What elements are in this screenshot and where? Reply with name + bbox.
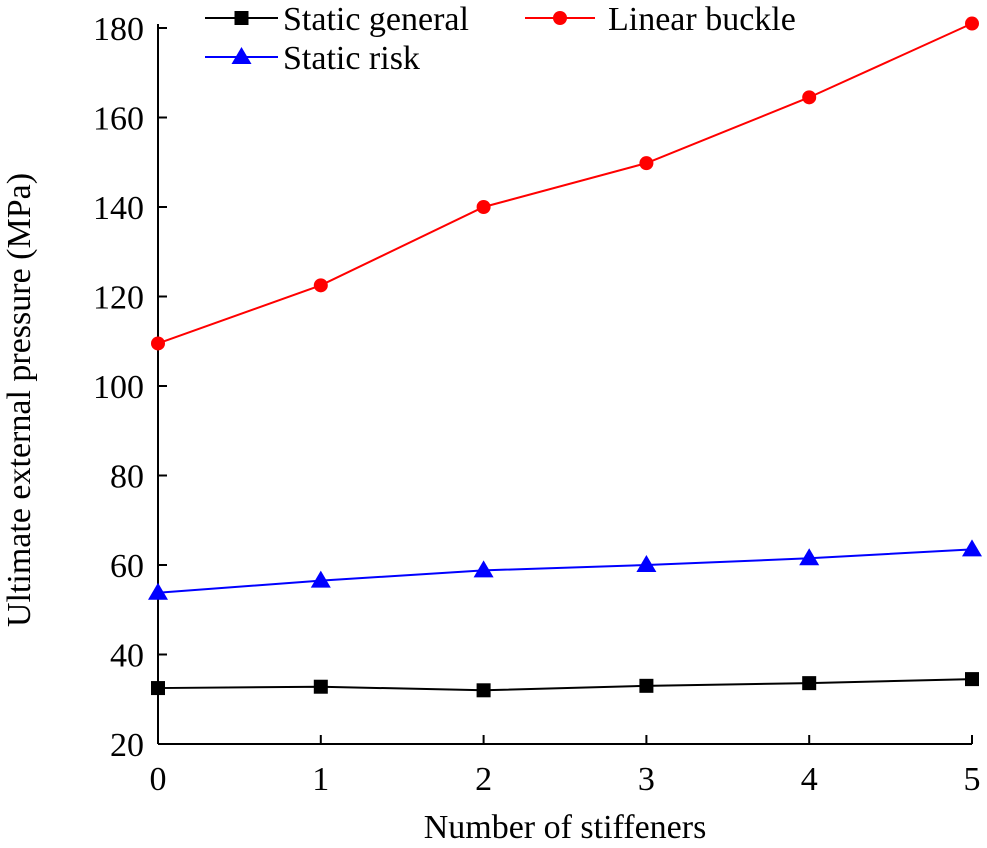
- y-tick-label: 140: [93, 190, 144, 227]
- x-axis-title: Number of stiffeners: [424, 809, 707, 846]
- data-point-linear-buckle: [313, 278, 328, 293]
- legend-marker: [553, 11, 567, 25]
- data-point-linear-buckle: [476, 200, 491, 214]
- data-point-static-risk: [473, 560, 494, 578]
- y-tick-label: 100: [93, 369, 144, 406]
- data-point-static-general: [802, 676, 817, 691]
- legend-marker: [234, 11, 249, 25]
- y-tick-label: 160: [93, 101, 144, 138]
- y-tick-label: 80: [110, 459, 144, 496]
- data-point-linear-buckle: [151, 336, 165, 351]
- series-layer: [148, 16, 982, 698]
- data-point-static-general: [639, 678, 654, 693]
- x-tick-label: 5: [964, 761, 981, 798]
- data-point-static-risk: [148, 582, 168, 600]
- legend-item-static-general: Static general: [205, 1, 469, 38]
- data-point-linear-buckle: [639, 156, 654, 171]
- x-tick-label: 2: [475, 761, 492, 798]
- x-tick-label: 0: [150, 761, 167, 798]
- data-point-static-general: [965, 672, 979, 687]
- data-point-linear-buckle: [965, 16, 979, 31]
- series-line-static-general: [157, 678, 973, 692]
- series-line-linear-buckle: [157, 22, 973, 345]
- legend-label: Linear buckle: [608, 1, 796, 38]
- legend-item-linear-buckle: Linear buckle: [525, 1, 796, 38]
- data-point-static-risk: [310, 570, 331, 588]
- legend-label: Static risk: [283, 40, 420, 77]
- data-point-static-risk: [636, 555, 657, 572]
- y-tick-label: 120: [93, 280, 144, 317]
- y-axis-title-group: Ultimate external pressure (MPa): [1, 173, 38, 627]
- series-linear-buckle: [151, 16, 979, 351]
- data-point-static-general: [313, 679, 328, 694]
- data-point-static-risk: [962, 539, 982, 557]
- x-tick-label: 3: [638, 761, 655, 798]
- axes: [157, 24, 972, 745]
- x-tick-label: 1: [312, 761, 329, 798]
- series-static-general: [151, 672, 979, 698]
- legend-label: Static general: [283, 1, 469, 38]
- y-tick-label: 180: [93, 11, 144, 48]
- y-tick-label: 20: [110, 727, 144, 764]
- legend-marker: [231, 47, 252, 64]
- ticks: 20 40 60 80 100 120 140 160 180 0 1 2 3 4 5: [93, 11, 981, 798]
- data-point-static-general: [151, 681, 165, 696]
- y-tick-label: 40: [110, 638, 144, 675]
- data-point-static-risk: [799, 548, 820, 566]
- y-tick-label: 60: [110, 548, 144, 585]
- legend: Static general Linear buckle Static risk: [205, 1, 796, 77]
- y-axis-title: Ultimate external pressure (MPa): [1, 173, 38, 627]
- legend-item-static-risk: Static risk: [205, 40, 420, 77]
- series-static-risk: [148, 539, 982, 600]
- data-point-linear-buckle: [802, 90, 817, 105]
- x-tick-label: 4: [801, 761, 818, 798]
- series-line-static-risk: [157, 548, 973, 594]
- data-point-static-general: [476, 683, 491, 698]
